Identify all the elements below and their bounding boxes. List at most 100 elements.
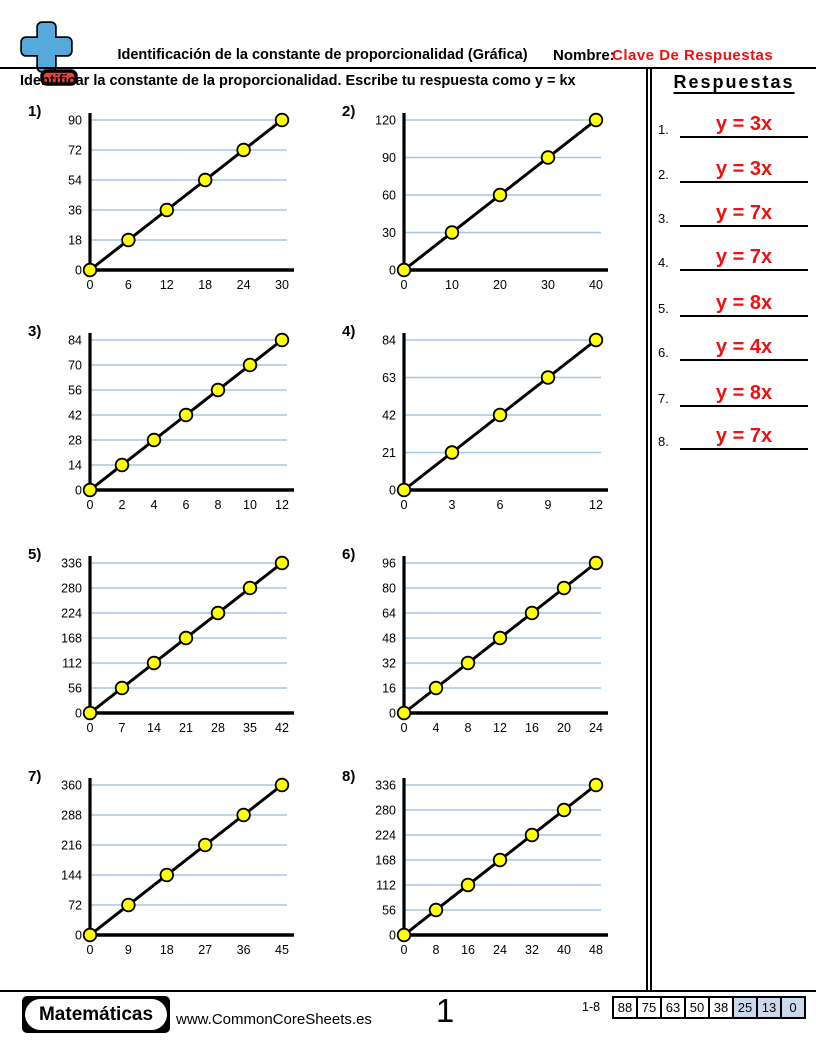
data-point — [588, 555, 604, 571]
x-tick-label: 10 — [243, 498, 257, 512]
data-point — [444, 225, 460, 240]
answer-number: 6. — [658, 345, 669, 360]
x-tick-label: 20 — [557, 721, 571, 735]
score-cell: 38 — [708, 996, 734, 1019]
answer-number: 4. — [658, 255, 669, 270]
name-label: Nombre: — [553, 47, 615, 64]
x-tick-label: 21 — [179, 721, 193, 735]
x-tick-label: 0 — [87, 498, 94, 512]
data-point — [242, 357, 258, 373]
x-tick-label: 9 — [125, 943, 132, 957]
x-tick-label: 36 — [237, 943, 251, 957]
data-point — [121, 232, 136, 248]
proportionality-graph-1: 0 18 36 54 72 90 0 6 12 18 24 30 — [68, 112, 294, 292]
y-tick-label: 112 — [62, 657, 82, 671]
data-point — [524, 827, 540, 843]
score-cell: 50 — [684, 996, 710, 1019]
y-tick-label: 32 — [382, 657, 396, 671]
x-tick-label: 28 — [211, 721, 225, 735]
data-point — [492, 630, 508, 646]
page-title: Identificación de la constante de propor… — [117, 47, 528, 63]
x-tick-label: 3 — [449, 498, 456, 512]
page-number: 1 — [435, 992, 455, 1029]
answer-row-7: 7. y = 8x — [656, 377, 812, 407]
y-tick-label: 63 — [382, 371, 396, 385]
x-tick-label: 0 — [401, 721, 408, 735]
data-point — [492, 407, 508, 423]
problem-number: 1) — [28, 103, 42, 120]
y-tick-label: 18 — [68, 234, 82, 248]
brand-badge: Matemáticas — [22, 996, 170, 1033]
y-tick-label: 112 — [376, 879, 396, 893]
x-tick-label: 40 — [589, 278, 603, 292]
proportionality-graph-5: 0 56 112 168 224 280 336 0 7 14 21 28 35 42 — [61, 555, 294, 735]
y-tick-label: 280 — [375, 804, 396, 818]
score-cell: 0 — [780, 996, 806, 1019]
problem-5: 5) 0 56 112 168 224 280 336 0 7 14 21 28 35 42 — [20, 546, 324, 758]
header-divider — [0, 67, 816, 69]
y-tick-label: 224 — [61, 607, 82, 621]
y-tick-label: 36 — [68, 204, 82, 218]
data-point — [396, 927, 412, 943]
x-tick-label: 27 — [198, 943, 212, 957]
answer-text: y = 8x — [715, 292, 773, 314]
y-tick-label: 42 — [382, 409, 396, 423]
data-point — [114, 680, 130, 696]
answer-blank: y = 8x — [680, 375, 808, 407]
answer-number: 5. — [658, 301, 669, 316]
footer-divider — [0, 990, 816, 992]
x-tick-label: 12 — [160, 278, 174, 292]
data-point — [236, 142, 251, 158]
problem-4: 4) 0 21 42 63 84 0 3 6 9 12 — [334, 323, 638, 535]
y-tick-label: 0 — [75, 707, 82, 721]
y-tick-label: 336 — [61, 557, 82, 571]
x-tick-label: 16 — [461, 943, 475, 957]
x-tick-label: 8 — [465, 721, 472, 735]
y-tick-label: 168 — [375, 854, 396, 868]
y-tick-label: 336 — [375, 779, 396, 793]
answer-row-4: 4. y = 7x — [656, 241, 812, 271]
y-tick-label: 28 — [68, 434, 82, 448]
data-point — [428, 680, 444, 696]
website-url: www.CommonCoreSheets.es — [176, 1011, 372, 1028]
data-point — [540, 150, 556, 165]
data-point — [114, 457, 130, 473]
y-tick-label: 90 — [382, 151, 396, 165]
x-tick-label: 12 — [589, 498, 603, 512]
x-tick-label: 40 — [557, 943, 571, 957]
data-point — [178, 407, 194, 423]
score-table: 88 75 63 50 38 25 13 0 — [612, 996, 806, 1019]
data-point — [82, 705, 98, 721]
y-tick-label: 0 — [75, 484, 82, 498]
data-point — [82, 482, 98, 498]
x-tick-label: 8 — [215, 498, 222, 512]
x-tick-label: 0 — [87, 721, 94, 735]
data-point — [197, 172, 213, 188]
answer-text: y = 7x — [715, 202, 773, 224]
answer-number: 7. — [658, 391, 669, 406]
x-tick-label: 12 — [493, 721, 507, 735]
answer-number: 2. — [658, 167, 669, 182]
instruction-text: Identificar la constante de la proporcio… — [20, 73, 576, 89]
answer-text: y = 8x — [715, 382, 773, 404]
data-point — [556, 802, 572, 818]
x-tick-label: 8 — [433, 943, 440, 957]
answer-blank: y = 7x — [680, 418, 808, 450]
data-point — [428, 902, 444, 918]
data-point — [197, 837, 213, 853]
problem-number: 6) — [342, 546, 356, 563]
x-tick-label: 4 — [151, 498, 158, 512]
answer-row-2: 2. y = 3x — [656, 153, 812, 183]
answer-text: y = 4x — [715, 336, 773, 358]
answer-text: y = 3x — [715, 158, 773, 180]
y-tick-label: 144 — [61, 869, 82, 883]
data-point — [460, 877, 476, 893]
answer-row-3: 3. y = 7x — [656, 197, 812, 227]
proportionality-graph-7: 0 72 144 216 288 360 0 9 18 27 36 45 — [61, 777, 294, 957]
x-tick-label: 16 — [525, 721, 539, 735]
answer-blank: y = 7x — [680, 239, 808, 271]
data-point — [274, 332, 290, 348]
x-tick-label: 20 — [493, 278, 507, 292]
plus-minus-logo-icon — [20, 21, 78, 86]
